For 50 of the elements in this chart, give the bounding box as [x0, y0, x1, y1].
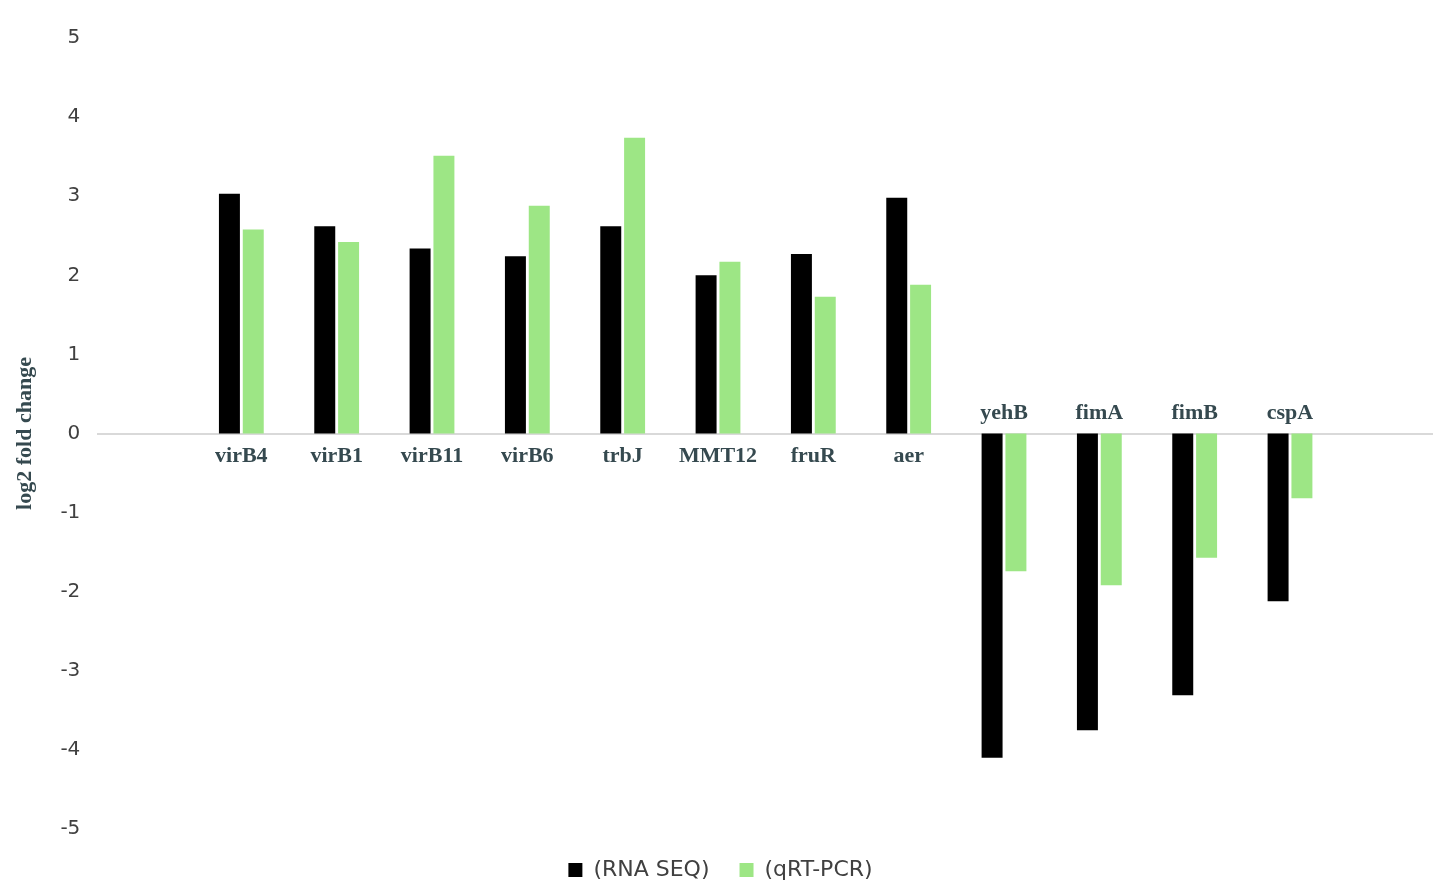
bar — [1291, 433, 1313, 499]
y-tick-label: 0 — [67, 419, 81, 444]
y-tick-label: 5 — [67, 24, 81, 49]
y-tick-label: 2 — [67, 261, 81, 286]
bar — [624, 137, 646, 434]
y-tick-label: -5 — [60, 815, 81, 840]
y-tick-label: -2 — [60, 577, 81, 602]
y-tick-label: 3 — [67, 182, 81, 207]
bar — [1005, 433, 1027, 572]
x-tick-label: virB6 — [501, 442, 554, 468]
bar — [433, 155, 455, 434]
x-tick-label: trbJ — [602, 442, 643, 468]
bar — [1100, 433, 1122, 586]
bar — [314, 226, 336, 434]
bar — [886, 197, 908, 434]
bar — [528, 205, 550, 434]
bar — [242, 229, 264, 434]
y-tick-label: -4 — [60, 736, 81, 761]
bar — [1196, 433, 1218, 558]
legend-label: (qRT-PCR) — [764, 855, 873, 881]
bar — [981, 433, 1003, 758]
bar — [719, 261, 741, 434]
x-tick-label: fimA — [1075, 399, 1124, 425]
y-tick-label: 4 — [67, 103, 81, 128]
bar — [338, 242, 360, 434]
bar — [409, 248, 431, 434]
bar — [1172, 433, 1194, 696]
x-tick-label: yehB — [980, 399, 1029, 425]
bar — [910, 284, 932, 434]
x-tick-label: cspA — [1266, 399, 1314, 425]
bar — [1267, 433, 1289, 602]
bar — [695, 275, 717, 434]
x-tick-label: fruR — [790, 442, 838, 468]
bar — [218, 193, 240, 434]
x-tick-label: MMT12 — [678, 442, 758, 468]
x-tick-label: fimB — [1171, 399, 1219, 425]
y-tick-label: 1 — [67, 340, 81, 365]
x-tick-label: virB11 — [400, 442, 464, 468]
bar — [504, 256, 526, 434]
x-tick-label: aer — [893, 442, 925, 468]
bar — [814, 296, 836, 434]
bar — [600, 226, 622, 434]
y-tick-label: -3 — [60, 657, 81, 681]
legend-label: (RNA SEQ) — [593, 855, 710, 881]
y-tick-label: -1 — [60, 498, 81, 523]
x-tick-label: virB1 — [310, 442, 363, 468]
y-axis-title: log2 fold change — [10, 356, 36, 510]
bar — [790, 253, 812, 434]
x-tick-label: virB4 — [215, 442, 268, 468]
bar — [1076, 433, 1098, 731]
